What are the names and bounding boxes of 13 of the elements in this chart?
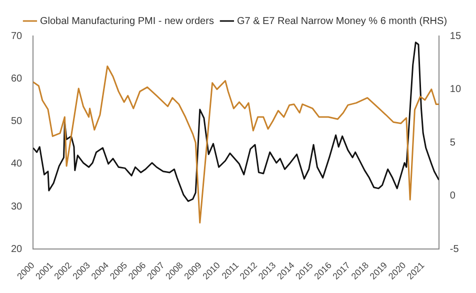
y2-tick-label: 15 — [450, 30, 462, 42]
y-tick-label: 20 — [11, 244, 23, 255]
y2-tick-label: 10 — [450, 84, 462, 96]
y2-tick-label: 5 — [450, 137, 456, 148]
legend-label: G7 & E7 Real Narrow Money % 6 month (RHS) — [236, 16, 448, 27]
y-tick-label: 70 — [11, 30, 23, 42]
y-tick-label: 50 — [11, 116, 23, 128]
y-tick-label: 30 — [11, 201, 23, 212]
y-tick-label: 60 — [11, 73, 23, 84]
y2-tick-label: 0 — [450, 190, 456, 202]
y2-tick-label: -5 — [450, 244, 460, 255]
legend-label: Global Manufacturing PMI - new orders — [40, 16, 214, 27]
y-tick-label: 40 — [11, 158, 23, 170]
